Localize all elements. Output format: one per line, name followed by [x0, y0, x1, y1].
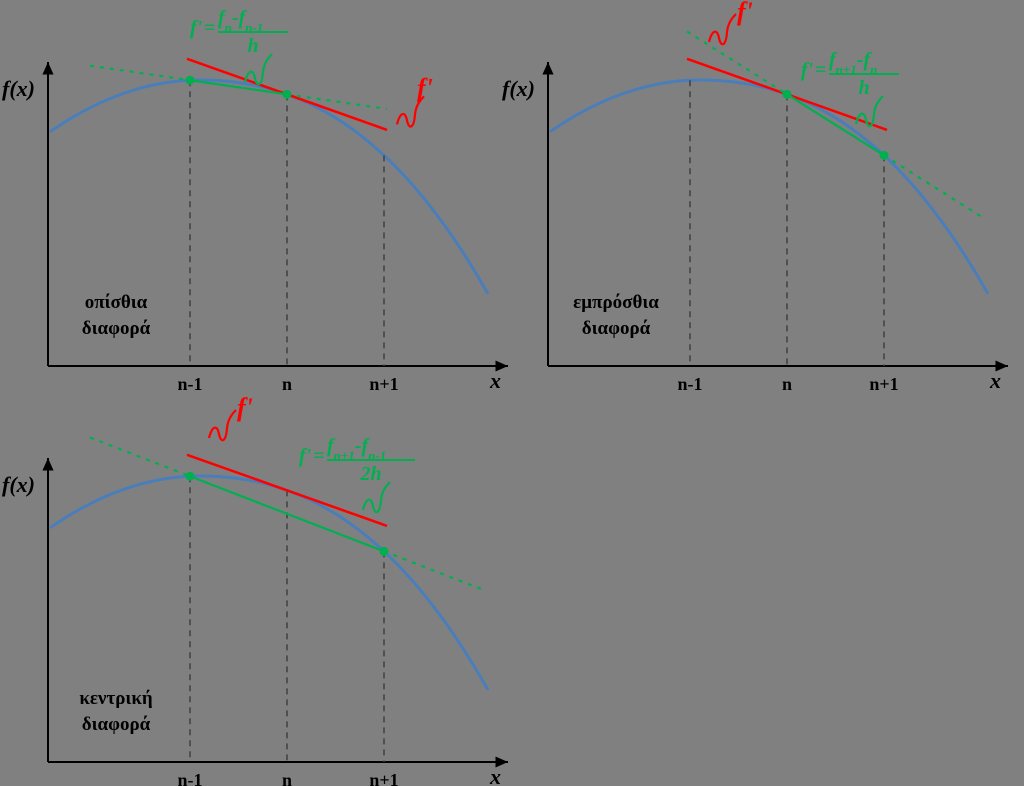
- method-label: εμπρόσθια: [573, 292, 659, 313]
- formula-equals: =: [313, 445, 324, 467]
- tick-label: n+1: [369, 374, 398, 394]
- formula-lhs: f': [190, 17, 203, 39]
- secant-extension: [286, 93, 388, 110]
- tick-label: n: [282, 770, 292, 786]
- secant-extension: [89, 64, 191, 82]
- tangent-line: [186, 453, 388, 528]
- x-axis-label: x: [489, 368, 501, 393]
- formula-equals: =: [815, 59, 826, 81]
- tick-label: n+1: [869, 374, 898, 394]
- tick-label: n: [782, 374, 792, 394]
- tick-label: n+1: [369, 770, 398, 786]
- formula-denominator: 2h: [359, 463, 381, 485]
- tick-label: n-1: [677, 374, 702, 394]
- formula-denominator: h: [858, 77, 869, 99]
- sample-point: [379, 546, 389, 556]
- panel-central: f(x)xn-1nn+1κεντρικήδιαφοράf'f'=fn+1​-fn…: [2, 393, 508, 786]
- tick-label: n-1: [177, 770, 202, 786]
- tangent-label: f': [237, 393, 253, 422]
- secant-line: [189, 475, 385, 553]
- sample-point: [185, 75, 195, 85]
- method-label: διαφορά: [582, 318, 651, 339]
- y-axis-label: f(x): [2, 76, 35, 101]
- tangent-label: f': [737, 0, 753, 26]
- method-label: κεντρική: [79, 688, 152, 709]
- sample-point: [879, 150, 889, 160]
- x-axis-label: x: [489, 764, 501, 786]
- sample-point: [185, 471, 195, 481]
- formula-denominator: h: [247, 35, 258, 57]
- secant-extension: [383, 550, 485, 592]
- secant-extension: [89, 436, 191, 478]
- method-label: οπίσθια: [85, 292, 148, 313]
- formula-lhs: f': [801, 59, 814, 81]
- x-axis-label: x: [989, 368, 1001, 393]
- method-label: διαφορά: [82, 714, 151, 735]
- y-axis-label: f(x): [502, 76, 535, 101]
- secant-line: [786, 93, 885, 157]
- function-curve: [49, 78, 490, 295]
- formula-numerator: fn​-fn-1​: [218, 7, 263, 35]
- secant-line: [189, 79, 288, 96]
- sample-point: [282, 89, 292, 99]
- function-curve: [549, 78, 990, 295]
- method-label: διαφορά: [82, 318, 151, 339]
- formula-equals: =: [204, 17, 215, 39]
- difference-formula: f'=fn+1​-fn-1​2h: [299, 435, 415, 485]
- function-curve: [49, 474, 490, 691]
- formula-numerator: fn+1​-fn-1​: [327, 435, 386, 463]
- tangent-label: f': [417, 73, 433, 102]
- formula-numerator: fn+1​-fn​: [829, 49, 877, 77]
- difference-formula: f'=fn​-fn-1​h: [190, 7, 288, 57]
- sample-point: [782, 89, 792, 99]
- panel-forward: f(x)xn-1nn+1εμπρόσθιαδιαφοράf'f'=fn+1​-f…: [502, 0, 1008, 394]
- y-axis-label: f(x): [2, 472, 35, 497]
- tick-label: n-1: [177, 374, 202, 394]
- difference-formula: f'=fn+1​-fn​h: [801, 49, 899, 99]
- formula-lhs: f': [299, 445, 312, 467]
- panel-backward: f(x)xn-1nn+1οπίσθιαδιαφοράf'f'=fn​-fn-1​…: [2, 7, 508, 394]
- tick-label: n: [282, 374, 292, 394]
